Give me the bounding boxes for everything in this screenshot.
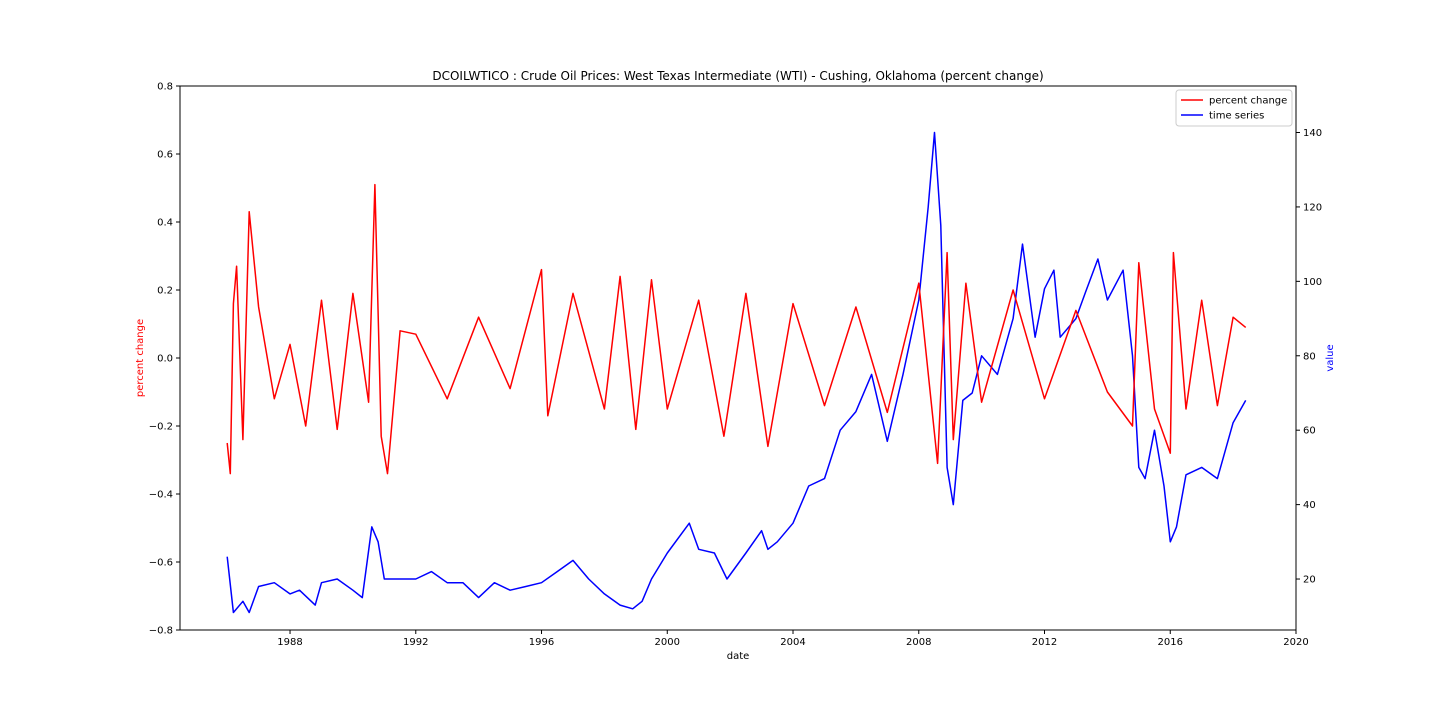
left-y-tick-label: −0.6 — [149, 558, 173, 569]
legend-label-percent-change: percent change — [1209, 96, 1287, 107]
left-y-tick-label: 0.4 — [157, 218, 173, 229]
x-tick-label: 1992 — [403, 637, 428, 648]
series-line-time-series — [226, 131, 1247, 614]
right-y-axis: 140 120 100 80 60 40 20 — [1296, 128, 1322, 586]
right-y-tick-label: 120 — [1303, 202, 1322, 213]
x-tick-label: 2016 — [1158, 637, 1183, 648]
x-tick-label: 2008 — [906, 637, 931, 648]
x-tick-label: 1996 — [529, 637, 554, 648]
right-y-tick-label: 20 — [1303, 575, 1316, 586]
left-y-axis-label: percent change — [135, 319, 146, 397]
right-y-tick-label: 80 — [1303, 351, 1316, 362]
left-y-axis: 0.8 0.6 0.4 0.2 0.0 −0.2 −0.4 −0.6 −0.8 — [149, 82, 180, 637]
chart-title: DCOILWTICO : Crude Oil Prices: West Texa… — [432, 69, 1043, 83]
left-y-tick-label: −0.2 — [149, 422, 173, 433]
x-tick-label: 2004 — [780, 637, 805, 648]
x-axis-label: date — [727, 651, 750, 662]
legend-box — [1175, 89, 1293, 127]
x-tick-label: 2020 — [1283, 637, 1308, 648]
left-y-tick-label: −0.4 — [149, 490, 173, 501]
legend: percent change time series — [1175, 89, 1293, 127]
left-y-tick-label: 0.6 — [157, 150, 173, 161]
right-y-tick-label: 140 — [1303, 128, 1322, 139]
right-y-tick-label: 60 — [1303, 426, 1316, 437]
x-tick-label: 1988 — [277, 637, 302, 648]
series-line-percent-change — [226, 183, 1247, 475]
left-y-tick-label: 0.8 — [157, 82, 173, 93]
legend-label-time-series: time series — [1209, 111, 1264, 122]
x-tick-label: 2012 — [1032, 637, 1057, 648]
left-y-tick-label: −0.8 — [149, 626, 173, 637]
x-tick-label: 2000 — [655, 637, 680, 648]
right-y-axis-label: value — [1325, 344, 1336, 371]
left-y-tick-label: 0.0 — [157, 354, 173, 365]
left-y-tick-label: 0.2 — [157, 286, 173, 297]
x-axis: 1988 1992 1996 2000 2004 2008 2012 2016 2020 — [277, 630, 1309, 648]
series-layer — [226, 131, 1247, 614]
right-y-tick-label: 100 — [1303, 277, 1322, 288]
right-y-tick-label: 40 — [1303, 500, 1316, 511]
